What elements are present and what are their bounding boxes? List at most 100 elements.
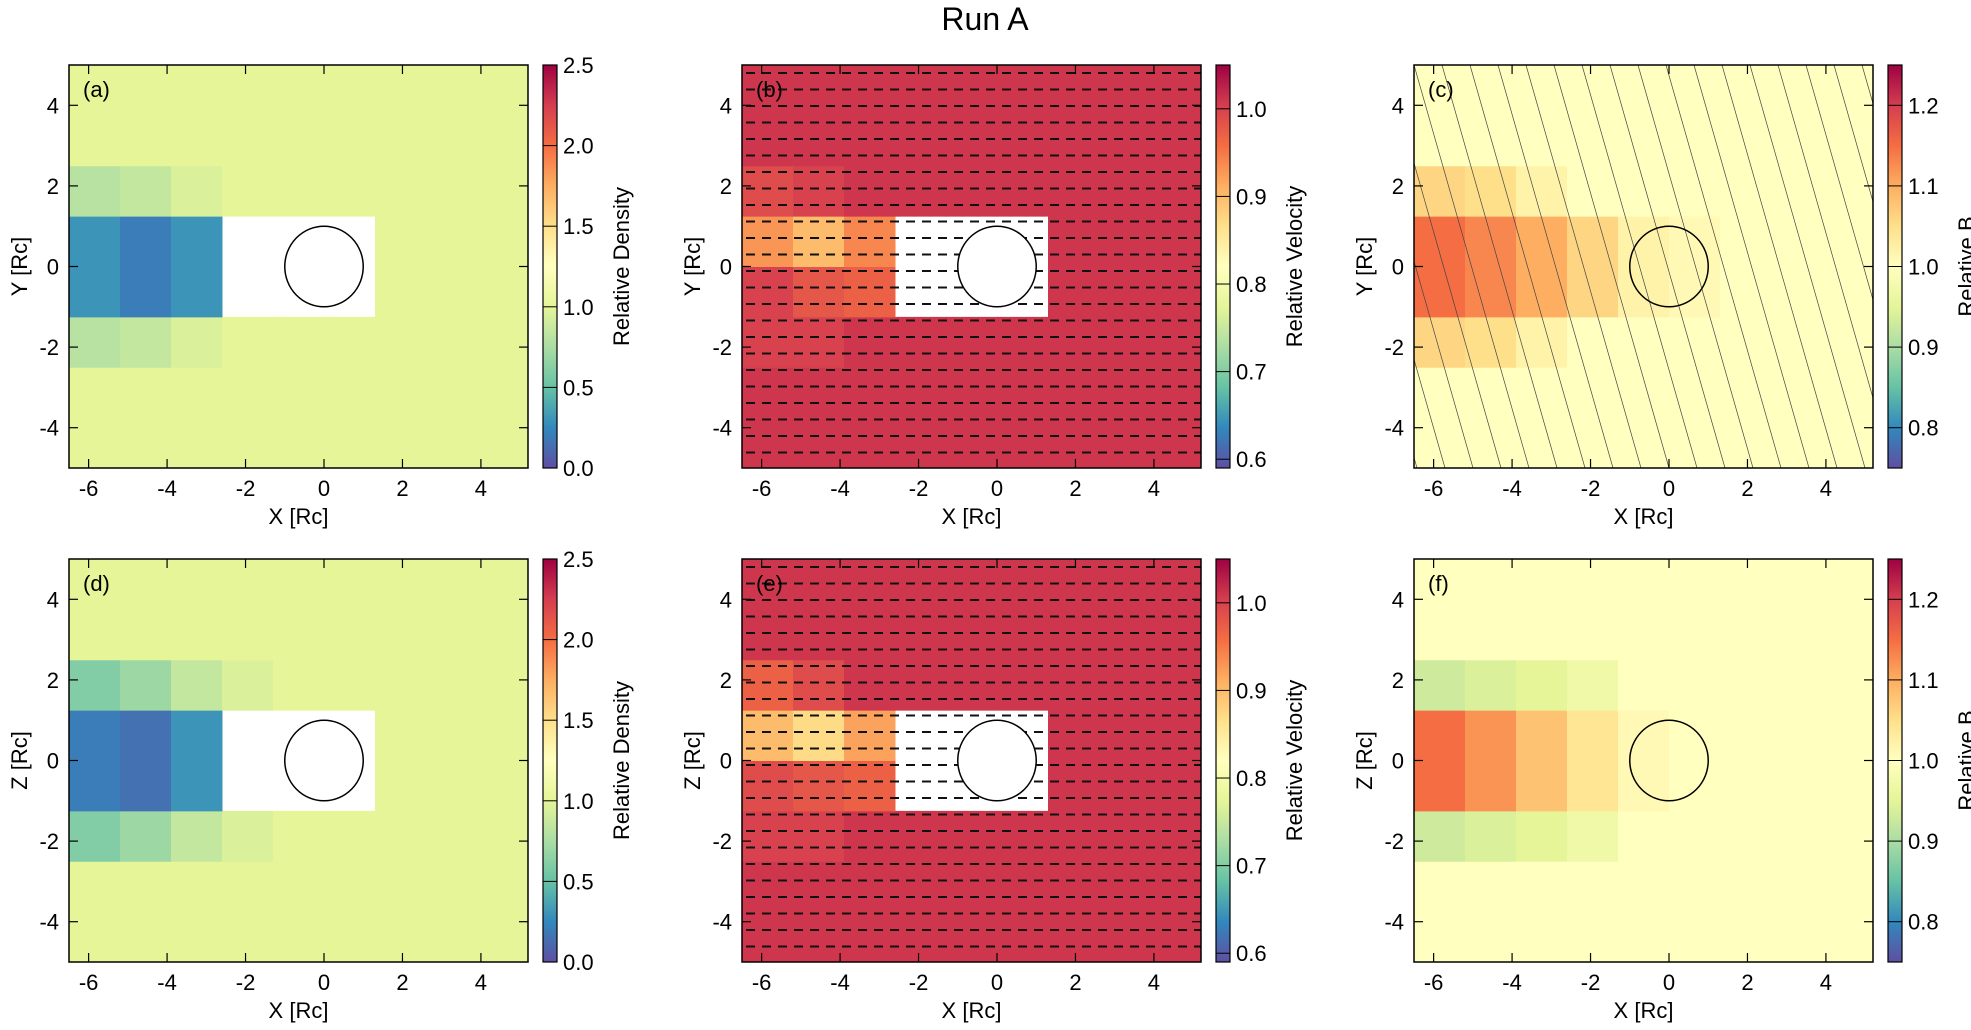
heat-cell	[1414, 710, 1466, 761]
colorbar-tick-label: 0.9	[1908, 335, 1939, 360]
heat-cell	[222, 810, 274, 862]
plot-area	[69, 559, 528, 962]
heat-cell	[375, 367, 427, 419]
heat-cell	[844, 266, 896, 318]
heat-cell	[742, 115, 794, 167]
heat-cell	[1720, 659, 1772, 711]
heat-cell	[1414, 115, 1466, 167]
x-tick-label: -2	[909, 970, 929, 995]
field-line	[1777, 65, 1873, 400]
heat-cell	[69, 65, 121, 116]
x-tick-label: -2	[236, 970, 256, 995]
heat-cell	[375, 710, 427, 761]
heat-cell	[1048, 609, 1100, 661]
y-tick-label: 4	[47, 93, 59, 118]
heat-cell	[1414, 266, 1466, 318]
heat-cell	[120, 115, 172, 167]
heat-cell	[375, 316, 427, 368]
heat-cell	[426, 65, 478, 116]
heat-cell	[1669, 810, 1721, 862]
heat-cell	[222, 115, 274, 167]
x-tick-label: 2	[1069, 476, 1081, 501]
heat-cell	[844, 559, 896, 610]
heat-cell	[1516, 760, 1568, 812]
heat-cell	[1720, 710, 1772, 761]
colorbar-tick-label: 1.0	[1236, 591, 1267, 616]
x-tick-label: -2	[1581, 476, 1601, 501]
heat-cell	[997, 316, 1049, 368]
heat-cell	[1465, 659, 1517, 711]
x-tick-label: -6	[752, 970, 772, 995]
x-tick-label: -4	[157, 476, 177, 501]
heat-cell	[1771, 760, 1823, 812]
heat-cell	[1822, 810, 1873, 862]
colorbar-tick-label: 0.8	[1908, 910, 1939, 935]
heat-cell	[426, 216, 478, 267]
field-line	[1805, 65, 1873, 302]
heat-cell	[375, 559, 427, 610]
heat-cell	[426, 367, 478, 419]
heat-cell	[895, 559, 947, 610]
colorbar-tick-label: 1.5	[563, 214, 594, 239]
heat-cell	[1465, 216, 1517, 267]
heat-cell	[1822, 760, 1873, 812]
heat-cell	[1720, 316, 1772, 368]
obstacle	[284, 225, 364, 308]
y-tick-label: -4	[712, 416, 732, 441]
colorbar-tick-label: 1.2	[1908, 587, 1939, 612]
heat-cell	[375, 760, 427, 812]
heat-cell	[997, 810, 1049, 862]
heat-cell	[742, 810, 794, 862]
x-axis-label: X [Rc]	[1614, 998, 1674, 1023]
heat-cell	[742, 609, 794, 661]
heat-cell	[997, 417, 1049, 468]
x-tick-label: -6	[752, 476, 772, 501]
heat-cell	[1822, 316, 1873, 368]
x-tick-label: 0	[991, 970, 1003, 995]
y-tick-label: 0	[720, 255, 732, 280]
x-tick-label: -4	[830, 476, 850, 501]
obstacle	[1629, 225, 1709, 308]
colorbar-label: Relative Velocity	[1282, 680, 1307, 841]
heat-cell	[1099, 316, 1151, 368]
heat-cell	[426, 911, 478, 962]
heat-cell	[1048, 367, 1100, 419]
heat-cell	[997, 367, 1049, 419]
heat-cell	[895, 609, 947, 661]
y-tick-label: 0	[47, 255, 59, 280]
heat-cell	[1771, 659, 1823, 711]
heat-cell	[273, 911, 325, 962]
heat-cell	[1099, 710, 1151, 761]
y-tick-label: 2	[1392, 174, 1404, 199]
y-tick-label: 2	[47, 668, 59, 693]
heat-cell	[120, 710, 172, 761]
heat-cell	[1618, 417, 1670, 468]
heat-cell	[426, 417, 478, 468]
x-tick-label: -6	[79, 970, 99, 995]
colorbar-tick-label: 1.0	[563, 789, 594, 814]
heat-cell	[69, 710, 121, 761]
heat-cell	[171, 165, 223, 217]
heat-cell	[1822, 417, 1873, 468]
heat-cell	[1720, 165, 1772, 217]
heat-cell	[273, 417, 325, 468]
heat-cell	[477, 659, 528, 711]
heat-cell	[171, 115, 223, 167]
heat-cell	[1048, 911, 1100, 962]
heat-cell	[426, 760, 478, 812]
heat-cell	[273, 115, 325, 167]
panel: -6 -4 -2 0 2 4 -4 -2 0 2 4 X [Rc] Z [Rc] (f) 0.8 0.9 1.0…	[1352, 558, 1971, 1023]
heat-cell	[1567, 760, 1619, 812]
heat-cell	[120, 216, 172, 267]
heat-cell	[1567, 367, 1619, 419]
heat-cell	[1465, 115, 1517, 167]
x-tick-label: 4	[475, 476, 487, 501]
heat-cell	[1771, 316, 1823, 368]
heat-cell	[1822, 710, 1873, 761]
heat-cell	[1567, 810, 1619, 862]
colorbar-tick-label: 0.9	[1236, 184, 1267, 209]
heat-cell	[69, 367, 121, 419]
panel: -6 -4 -2 0 2 4 -4 -2 0 2 4 X [Rc] Z [Rc] (d) 0.0 0.5 1.0…	[7, 547, 634, 1023]
heat-cell	[1771, 165, 1823, 217]
